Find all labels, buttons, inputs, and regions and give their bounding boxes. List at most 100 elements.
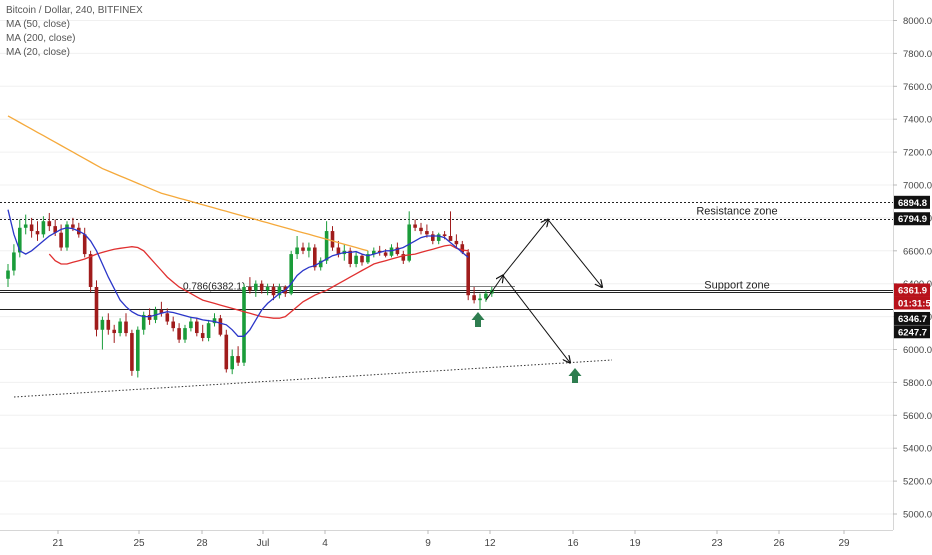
- candle-body: [472, 295, 476, 301]
- ma50-line: [48, 244, 469, 319]
- candle-body: [47, 221, 52, 227]
- x-tick-label: 16: [567, 538, 579, 549]
- ma200-line: [7, 115, 369, 252]
- price-tag-support-top-bg: [894, 311, 930, 325]
- candle-body: [12, 252, 16, 271]
- candle-body: [65, 224, 69, 248]
- candle-body: [454, 240, 459, 245]
- price-tag-support-bottom-bg: [894, 325, 930, 339]
- price-tag-countdown-bg: [894, 296, 930, 310]
- x-tick-label: 29: [838, 538, 850, 549]
- candle-body: [395, 247, 400, 255]
- candle-body: [383, 252, 388, 256]
- y-tick-label: 7200.0: [903, 148, 932, 159]
- candle-body: [271, 286, 276, 296]
- price-axis-panel: [893, 0, 932, 550]
- candle-body: [200, 333, 205, 338]
- x-tick-label: 21: [52, 538, 64, 549]
- y-tick-label: 6600.0: [903, 246, 932, 257]
- price-tag-last-bg: [894, 283, 930, 297]
- candle-body: [171, 321, 175, 329]
- candle-body: [442, 234, 447, 236]
- candle-body: [307, 247, 311, 251]
- candle-body: [366, 254, 370, 263]
- candle-body: [436, 234, 441, 241]
- candle-body: [183, 328, 187, 340]
- candle-body: [136, 329, 140, 371]
- projection-arrow-3: [547, 219, 602, 287]
- candle-body: [419, 227, 423, 232]
- y-tick-label: 6000.0: [903, 345, 932, 356]
- candle-body: [295, 247, 299, 255]
- candle-body: [35, 231, 40, 235]
- candle-body: [59, 232, 63, 248]
- candle-body: [265, 286, 270, 291]
- candle-body: [147, 314, 152, 320]
- candle-body: [431, 234, 435, 241]
- candle-body: [336, 247, 341, 255]
- candle-body: [377, 250, 382, 253]
- candle-body: [130, 333, 134, 371]
- x-tick-label: 9: [425, 538, 431, 549]
- y-tick-label: 5200.0: [903, 477, 932, 488]
- candle-body: [330, 231, 335, 248]
- candle-body: [478, 298, 482, 301]
- projection-arrow-4: [502, 275, 570, 362]
- candle-body: [354, 255, 358, 264]
- resistance-zone-label: Resistance zone: [696, 206, 777, 218]
- ma50-legend[interactable]: MA (50, close): [6, 19, 70, 30]
- y-tick-label: 5600.0: [903, 411, 932, 422]
- support-zone-label: Support zone: [704, 279, 769, 291]
- price-tag-support-bottom: 6247.7: [898, 327, 927, 338]
- candle-body: [466, 252, 470, 296]
- candle-body: [372, 250, 376, 255]
- price-tag-resistance-bottom-bg: [894, 212, 930, 226]
- x-tick-label: 19: [629, 538, 641, 549]
- candle-body: [159, 310, 164, 314]
- candle-body: [124, 321, 128, 334]
- support-up-arrow-2: [568, 368, 582, 383]
- y-tick-label: 5400.0: [903, 444, 932, 455]
- candle-body: [88, 254, 93, 287]
- candle-body: [230, 356, 234, 370]
- candle-body: [53, 226, 57, 233]
- candle-body: [248, 286, 252, 291]
- candle-body: [348, 250, 352, 264]
- candle-body: [94, 286, 99, 330]
- candle-body: [23, 224, 28, 228]
- candle-body: [218, 318, 223, 335]
- candle-body: [18, 227, 22, 253]
- candle-body: [6, 270, 10, 279]
- price-tag-countdown: 01:31:54: [898, 298, 932, 309]
- ma200-legend[interactable]: MA (200, close): [6, 33, 76, 44]
- candle-body: [71, 224, 75, 228]
- projection-arrow-2: [502, 220, 548, 276]
- x-tick-label: 23: [711, 538, 723, 549]
- x-tick-label: 25: [133, 538, 145, 549]
- candle-body: [112, 329, 116, 334]
- candle-body: [165, 313, 170, 322]
- candle-body: [289, 254, 293, 294]
- fib-level-label: 0.786(6382.1): [183, 282, 245, 293]
- candle-body: [106, 319, 111, 330]
- candle-body: [318, 260, 323, 268]
- candle-body: [389, 247, 394, 256]
- x-tick-label: 28: [196, 538, 208, 549]
- projection-arrow-1: [485, 275, 503, 301]
- candle-body: [236, 356, 240, 363]
- y-tick-label: 8000.0: [903, 16, 932, 27]
- x-tick-label: 4: [322, 538, 328, 549]
- candle-body: [448, 235, 453, 241]
- candle-body: [413, 224, 417, 228]
- candle-body: [242, 286, 246, 363]
- symbol-label[interactable]: Bitcoin / Dollar, 240, BITFINEX: [6, 5, 143, 16]
- candle-body: [360, 255, 364, 263]
- y-tick-label: 5800.0: [903, 378, 932, 389]
- support-up-arrow-1: [471, 312, 485, 327]
- candle-body: [177, 328, 181, 340]
- x-tick-label: Jul: [257, 538, 270, 549]
- ma20-legend[interactable]: MA (20, close): [6, 47, 70, 58]
- price-tag-last: 6361.9: [898, 285, 927, 296]
- price-tag-resistance-bottom: 6794.9: [898, 214, 927, 225]
